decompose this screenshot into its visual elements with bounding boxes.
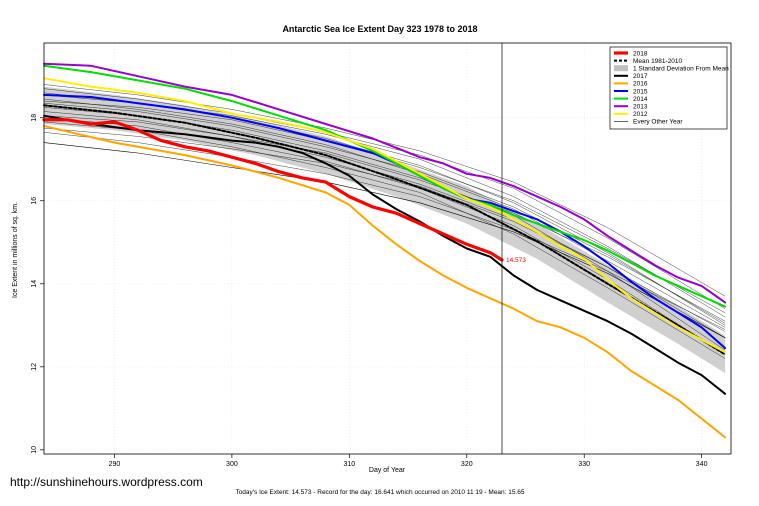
background-year-line — [43, 117, 726, 355]
plot-area: 14.573 — [42, 42, 732, 455]
series-line-2016 — [43, 125, 727, 439]
y-axis-label: Ice Extent in millions of sq. km. — [12, 202, 19, 298]
background-year-line — [43, 115, 726, 322]
background-years — [43, 84, 726, 359]
x-tick-label: 340 — [696, 461, 708, 468]
legend-label: 2014 — [633, 96, 648, 103]
y-tick-label: 12 — [31, 363, 38, 371]
x-axis-label: Day of Year — [369, 467, 406, 474]
std-dev-band-area — [44, 86, 726, 373]
x-tick-label: 310 — [343, 461, 355, 468]
legend-label: 2018 — [633, 50, 648, 57]
x-tick-label: 320 — [461, 461, 473, 468]
legend-label: Mean 1981-2010 — [633, 58, 683, 65]
ice-extent-summary: Today's Ice Extent: 14.573 - Record for … — [235, 489, 524, 496]
std-dev-band — [44, 86, 726, 373]
legend-label: 2016 — [633, 81, 648, 88]
current-value-annotation: 14.573 — [506, 257, 526, 264]
legend-swatch — [614, 65, 628, 72]
legend-label: 2017 — [633, 73, 648, 80]
y-tick-label: 10 — [31, 446, 38, 454]
background-year-line — [43, 88, 726, 309]
x-axis-ticks: 290 300 310 320 330 340 — [109, 454, 708, 468]
plot-frame — [43, 42, 732, 455]
legend-label: 2012 — [633, 111, 648, 118]
series-line-2018 — [42, 118, 504, 262]
series-lines — [42, 62, 727, 439]
legend-label: 2015 — [633, 88, 648, 95]
legend-label: Every Other Year — [633, 119, 683, 126]
legend-label: 1 Standard Deviation From Mean — [633, 66, 729, 73]
series-line-2012 — [43, 77, 727, 354]
series-line-2013 — [43, 62, 727, 304]
chart-title: Antarctic Sea Ice Extent Day 323 1978 to… — [282, 24, 477, 34]
x-tick-label: 330 — [578, 461, 590, 468]
background-year-line — [43, 121, 726, 359]
y-tick-label: 18 — [31, 114, 38, 122]
legend-label: 2013 — [633, 104, 648, 111]
legend-box — [609, 46, 728, 130]
y-tick-label: 14 — [31, 280, 38, 288]
background-year-line — [43, 132, 726, 330]
source-url: http://sunshinehours.wordpress.com — [10, 475, 203, 489]
y-tick-label: 16 — [31, 197, 38, 205]
x-tick-label: 290 — [109, 461, 121, 468]
x-tick-label: 300 — [226, 461, 238, 468]
background-year-line — [43, 102, 726, 324]
y-axis-ticks: 10 12 14 16 18 — [31, 114, 44, 454]
